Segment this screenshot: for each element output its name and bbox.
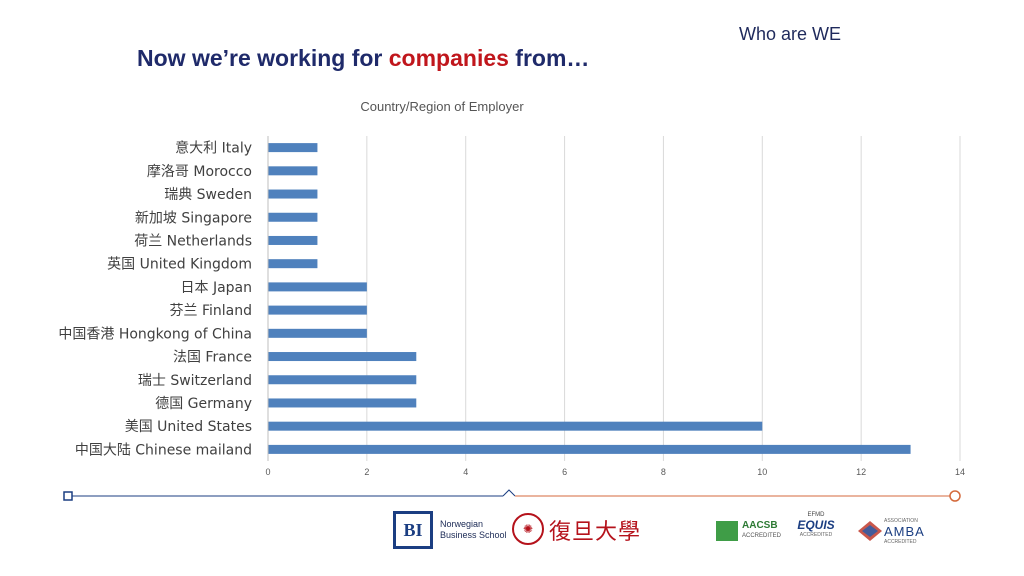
bar	[268, 143, 318, 153]
category-label: 英国 United Kingdom	[107, 256, 252, 273]
aacsb-logo-icon	[716, 521, 738, 541]
bi-logo-text: Norwegian Business School	[440, 519, 510, 541]
bar	[268, 235, 318, 245]
category-label: 摩洛哥 Morocco	[147, 163, 252, 180]
category-label: 瑞士 Switzerland	[138, 373, 252, 389]
category-label: 荷兰 Netherlands	[134, 233, 252, 249]
equis-logo: EFMD EQUIS ACCREDITED	[792, 512, 840, 538]
category-label: 法国 France	[173, 350, 252, 366]
equis-sub: ACCREDITED	[799, 532, 833, 538]
amba-logo-text: ASSOCIATION AMBA ACCREDITED	[884, 518, 925, 545]
timeline-start-marker	[63, 491, 73, 501]
bar	[268, 421, 763, 431]
timeline-end-marker	[949, 490, 961, 502]
category-label: 德国 Germany	[155, 396, 252, 412]
chart-title: Country/Region of Employer	[360, 99, 524, 114]
amba-top: ASSOCIATION	[884, 518, 918, 524]
equis-top: EFMD	[807, 512, 825, 518]
bi-name-line2: Business School	[440, 530, 507, 540]
bar	[268, 398, 417, 408]
section-label: Who are WE	[739, 24, 842, 44]
amba-sub: ACCREDITED	[884, 539, 917, 545]
category-label: 瑞典 Sweden	[164, 187, 252, 203]
x-tick-label: 14	[955, 467, 965, 477]
category-label: 意大利 Italy	[175, 140, 252, 157]
bi-logo: BI	[393, 511, 433, 549]
bar	[268, 212, 318, 222]
x-tick-label: 4	[463, 467, 468, 477]
category-label: 中国大陆 Chinese mailand	[75, 442, 252, 458]
fudan-seal-icon: ✺	[512, 513, 544, 545]
headline-part2: from…	[508, 45, 590, 71]
category-label: 中国香港 Hongkong of China	[58, 326, 252, 342]
timeline-chevron	[502, 489, 516, 497]
x-tick-label: 10	[757, 467, 767, 477]
bar-chart: 0 2 4 6 8 10 12 14 意大利 Italy 摩洛哥 Morocco 瑞典 Sweden…	[58, 136, 965, 477]
x-tick-label: 6	[562, 467, 567, 477]
category-label: 芬兰 Finland	[170, 303, 252, 319]
page-title: Now we’re working for companies from…	[137, 45, 589, 72]
bar	[268, 328, 367, 338]
headline-part1: Now we’re working for	[137, 45, 389, 71]
category-label: 日本 Japan	[181, 280, 253, 296]
bar	[268, 444, 911, 454]
headline-accent: companies	[388, 45, 509, 71]
bar	[268, 259, 318, 269]
x-tick-label: 2	[364, 467, 369, 477]
bar	[268, 352, 417, 362]
x-tick-label: 8	[661, 467, 666, 477]
x-tick-label: 0	[265, 467, 270, 477]
bar	[268, 282, 367, 292]
category-label: 新加坡 Singapore	[135, 210, 252, 226]
fudan-logo-text: 復旦大學	[549, 520, 642, 545]
bi-name-line1: Norwegian	[440, 519, 484, 529]
equis-name: EQUIS	[797, 518, 835, 532]
bar	[268, 375, 417, 385]
aacsb-name: AACSB	[742, 520, 778, 531]
bar	[268, 166, 318, 176]
amba-name: AMBA	[884, 524, 925, 539]
category-label: 美国 United States	[125, 419, 252, 435]
bar	[268, 305, 367, 315]
aacsb-logo-text: AACSB ACCREDITED	[742, 520, 781, 542]
aacsb-sub: ACCREDITED	[742, 533, 782, 539]
amba-logo-icon	[858, 521, 882, 541]
x-tick-label: 12	[856, 467, 866, 477]
bar	[268, 189, 318, 199]
